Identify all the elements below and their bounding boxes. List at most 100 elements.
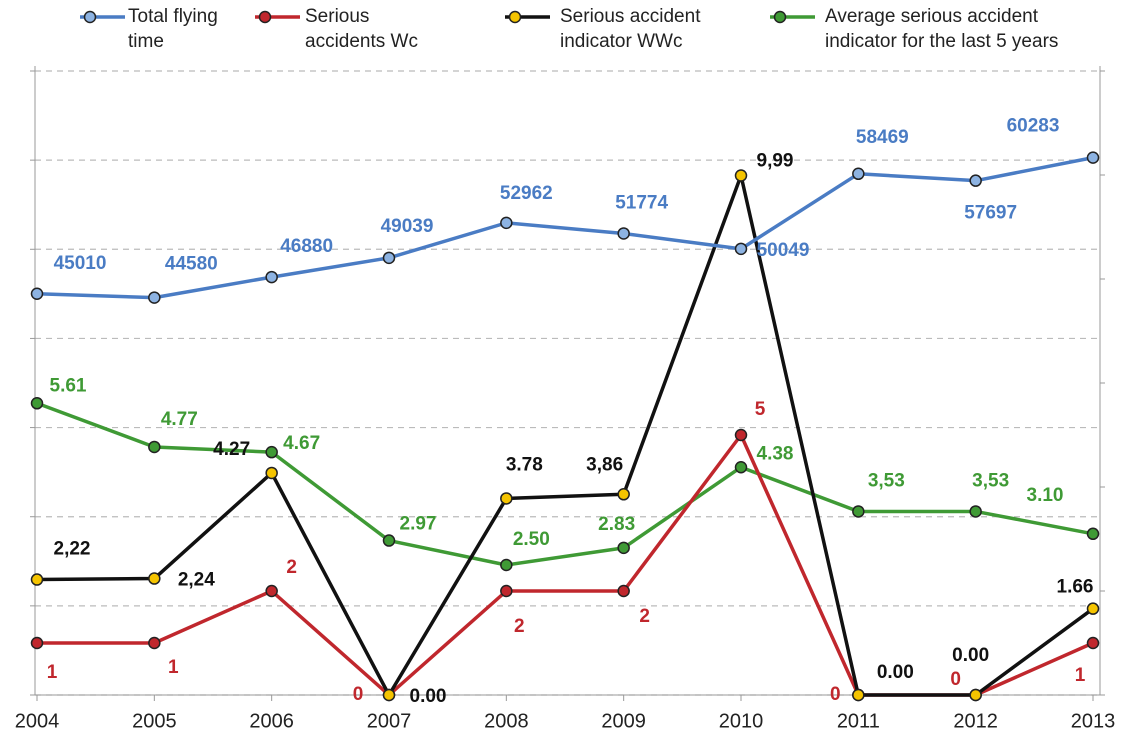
point [382, 251, 396, 265]
data-label: 0.00 [952, 645, 989, 666]
data-label: 2 [286, 557, 297, 578]
point [1086, 527, 1100, 541]
data-label: 52962 [500, 183, 553, 204]
data-label: 49039 [381, 216, 434, 237]
x-tick-label: 2013 [1071, 710, 1116, 732]
point [734, 242, 748, 256]
data-label: 0.00 [410, 686, 447, 707]
legend-label: Average serious accident indicator for t… [825, 6, 1059, 52]
point [265, 584, 278, 598]
x-tick-label: 2010 [719, 710, 764, 732]
point [617, 227, 630, 240]
data-label: 2,22 [54, 539, 91, 560]
data-label: 46880 [280, 236, 333, 257]
data-label: 0 [353, 684, 364, 705]
point [148, 440, 161, 454]
data-label: 3.78 [506, 454, 543, 475]
data-label: 1.66 [1057, 577, 1094, 598]
point [500, 584, 513, 598]
data-label: 60283 [1007, 116, 1060, 137]
x-tick-label: 2011 [837, 710, 880, 732]
data-label: 0.00 [877, 662, 914, 683]
series-line [36, 173, 1095, 697]
point [500, 216, 513, 230]
point [734, 169, 748, 182]
data-label: 4.38 [757, 443, 794, 464]
point [852, 505, 865, 518]
data-label: 9,99 [757, 151, 794, 172]
point [734, 428, 748, 442]
legend-marker [258, 10, 272, 24]
point [30, 287, 44, 301]
legend-label: Total flying time [128, 6, 218, 52]
data-label: 3,86 [586, 454, 623, 475]
data-label: 58469 [856, 127, 909, 148]
x-tick-label: 2007 [367, 710, 412, 732]
point [30, 573, 44, 586]
legend-label: Serious accidents Wc [305, 6, 418, 52]
data-label: 2 [514, 616, 525, 637]
data-label: 5.61 [50, 375, 87, 396]
x-tick-label: 2005 [132, 710, 177, 732]
point [30, 636, 44, 650]
point [969, 688, 982, 702]
point [617, 584, 630, 598]
point [617, 488, 630, 501]
point [500, 558, 513, 572]
data-label: 1 [1075, 665, 1086, 686]
point [852, 688, 865, 702]
point [617, 541, 630, 555]
x-tick-label: 2008 [484, 710, 529, 732]
point [1086, 151, 1100, 164]
data-label: 50049 [757, 240, 810, 261]
point [148, 636, 161, 650]
data-label: 4.67 [283, 433, 320, 454]
data-label: 51774 [615, 192, 668, 213]
point [969, 174, 982, 187]
data-label: 2.50 [513, 529, 550, 550]
data-label: 3.10 [1027, 485, 1064, 506]
data-label: 1 [47, 662, 58, 683]
data-label: 2,24 [178, 570, 215, 591]
data-label: 4.77 [161, 409, 198, 430]
data-label: 44580 [165, 254, 218, 275]
point [265, 466, 278, 480]
series-line [36, 401, 1094, 567]
data-label: 4.27 [213, 439, 250, 460]
legend-label: Serious accident indicator WWc [560, 6, 701, 52]
point [148, 291, 161, 304]
legend-marker [83, 10, 97, 24]
data-label: 45010 [54, 253, 107, 274]
data-label: 0 [950, 669, 961, 690]
series-line [37, 433, 1094, 697]
data-label: 3,53 [972, 470, 1009, 491]
data-label: 2 [639, 606, 650, 627]
point [1086, 602, 1100, 615]
legend-marker [773, 10, 787, 24]
point [265, 270, 278, 284]
point [148, 572, 161, 585]
series-line [36, 155, 1094, 300]
data-label: 3,53 [868, 470, 905, 491]
x-tick-label: 2012 [953, 710, 998, 732]
point [382, 688, 396, 702]
point [30, 397, 44, 410]
point [382, 534, 396, 547]
point [852, 167, 865, 181]
x-tick-label: 2009 [601, 710, 646, 732]
legend-marker [508, 10, 522, 24]
data-label: 2.83 [598, 514, 635, 535]
point [500, 492, 513, 505]
data-label: 0 [830, 684, 841, 705]
data-label: 1 [168, 657, 179, 678]
data-label: 5 [755, 399, 766, 420]
data-label: 2.97 [400, 514, 437, 535]
point [969, 505, 982, 518]
data-label: 57697 [964, 203, 1017, 224]
point [734, 460, 748, 474]
point [265, 445, 278, 459]
x-tick-label: 2004 [15, 710, 60, 732]
point [1086, 636, 1100, 650]
